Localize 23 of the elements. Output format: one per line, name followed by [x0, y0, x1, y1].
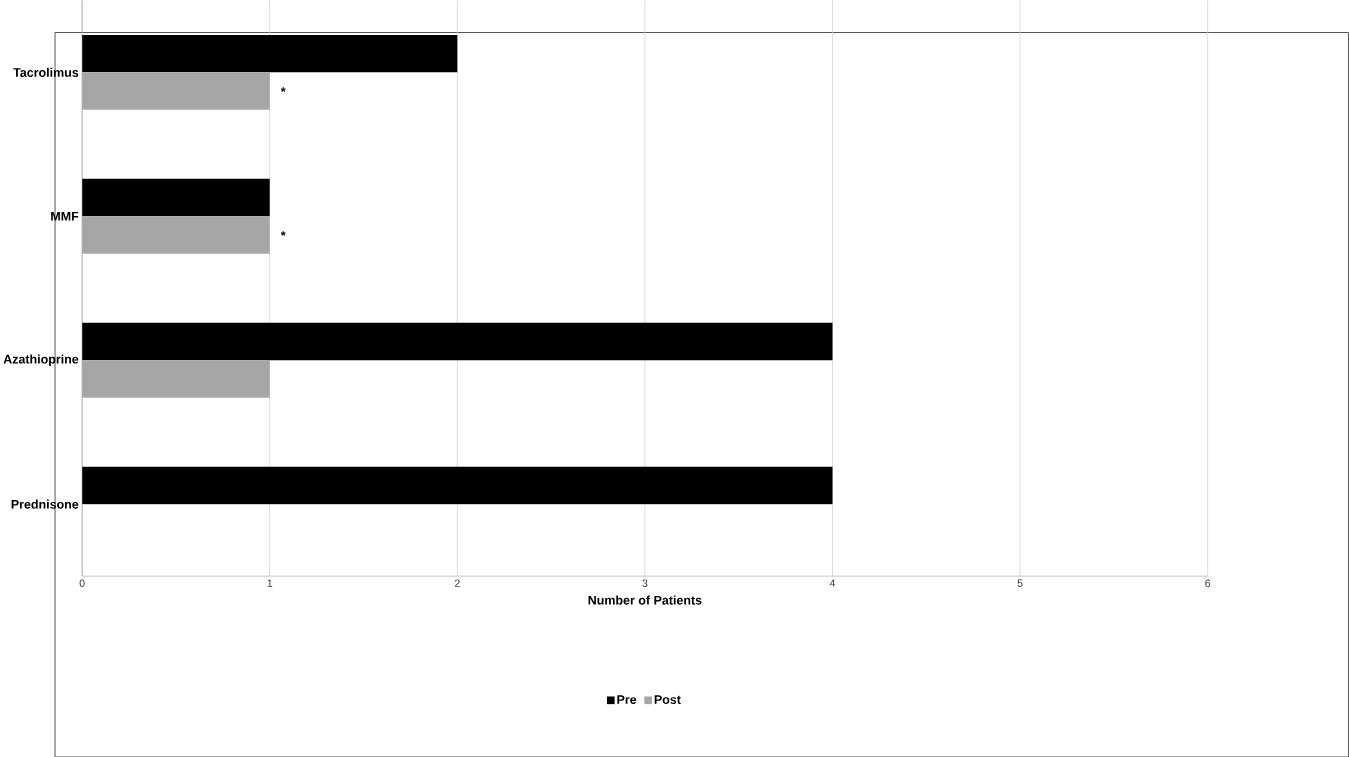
- bar: [82, 466, 833, 504]
- annotation: *: [280, 230, 286, 236]
- y-tick-label: MMF: [51, 211, 79, 221]
- bar: [82, 216, 270, 254]
- x-tick-label: 0: [79, 579, 85, 587]
- x-tick-label: 1: [267, 579, 273, 587]
- y-tick-label: Prednisone: [11, 499, 79, 509]
- bar: [82, 34, 458, 73]
- x-tick-label: 3: [642, 579, 648, 587]
- bar: [82, 322, 833, 360]
- x-tick-label: 6: [1205, 579, 1211, 587]
- y-tick-label: Tacrolimus: [13, 67, 79, 77]
- y-tick-label: Azathioprine: [3, 354, 79, 366]
- legend-label: Pre: [617, 695, 637, 704]
- x-tick-label: 2: [454, 579, 460, 587]
- x-axis-title: Number of Patients: [588, 595, 702, 605]
- bar: [82, 359, 270, 398]
- bar: [82, 72, 270, 110]
- x-tick-label: 5: [1017, 579, 1023, 587]
- legend-label: Post: [654, 695, 681, 704]
- annotation: *: [280, 87, 286, 92]
- bar: [82, 178, 270, 217]
- x-tick-label: 4: [829, 579, 836, 587]
